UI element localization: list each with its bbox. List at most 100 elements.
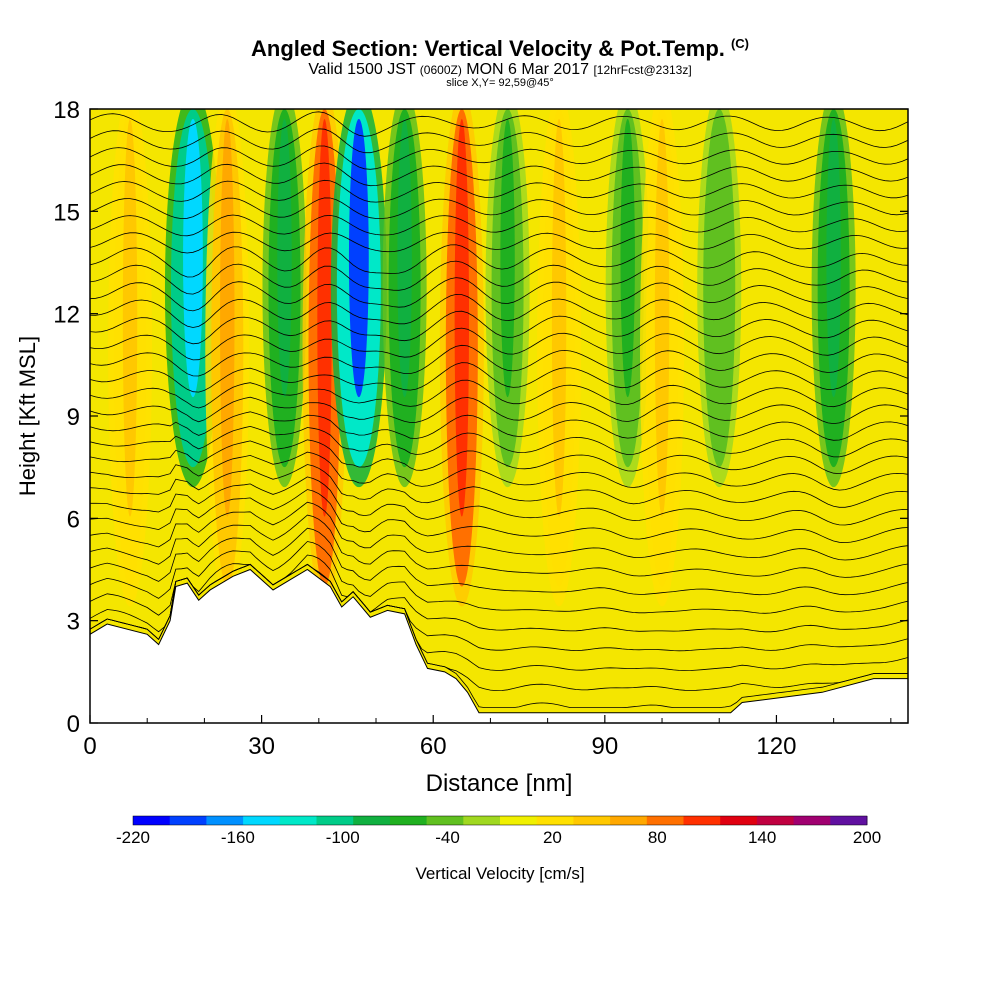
colorbar-tick-label: 80 xyxy=(647,828,667,847)
theta-contour xyxy=(90,344,908,377)
theta-contour xyxy=(90,527,908,596)
colorbar-swatch xyxy=(169,816,207,825)
colorbar-swatch xyxy=(793,816,831,825)
colorbar-tick-label: -100 xyxy=(325,828,360,847)
velocity-band-core xyxy=(620,119,635,398)
velocity-band-core xyxy=(397,119,412,398)
theta-contour xyxy=(90,476,908,526)
colorbar-tick-label: -220 xyxy=(115,828,151,847)
velocity-band-core xyxy=(183,119,203,398)
colorbar-swatch xyxy=(316,816,354,825)
colorbar-tick-label: -160 xyxy=(220,828,255,847)
colorbar xyxy=(132,815,868,826)
theta-contour xyxy=(90,396,908,425)
velocity-band-core xyxy=(348,119,369,398)
colorbar-swatch xyxy=(536,816,574,825)
y-tick-label: 3 xyxy=(67,609,80,636)
theta-contour xyxy=(90,260,908,295)
theta-contour xyxy=(90,111,908,137)
colorbar-swatch xyxy=(353,816,391,825)
theta-contour xyxy=(90,541,908,614)
theta-contours xyxy=(90,111,908,708)
y-tick-label: 18 xyxy=(53,97,80,124)
theta-contour xyxy=(90,145,908,170)
velocity-band-core xyxy=(654,119,670,517)
x-axis-label: Distance [nm] xyxy=(426,770,573,797)
velocity-band-core xyxy=(122,119,138,517)
colorbar-swatch xyxy=(426,816,464,825)
theta-contour xyxy=(90,310,908,345)
theta-contour xyxy=(90,554,908,633)
theta-contour xyxy=(90,501,908,561)
velocity-band-core xyxy=(712,119,727,398)
chart-title: Angled Section: Vertical Velocity & Pot.… xyxy=(251,36,749,61)
colorbar-title: Vertical Velocity [cm/s] xyxy=(415,864,585,883)
terrain xyxy=(89,568,909,724)
theta-contour xyxy=(90,379,908,409)
velocity-band xyxy=(330,109,387,488)
theta-contour xyxy=(90,563,908,652)
velocity-band xyxy=(108,109,153,607)
theta-contour xyxy=(90,293,908,328)
colorbar-swatch xyxy=(500,816,538,825)
velocity-band-core xyxy=(826,119,841,398)
theta-contour xyxy=(90,244,908,278)
theta-contour xyxy=(90,214,908,237)
velocity-band xyxy=(640,109,685,607)
colorbar-swatch xyxy=(243,816,281,825)
theta-contour xyxy=(90,451,908,491)
theta-contour xyxy=(90,128,908,154)
x-tick-label: 60 xyxy=(420,733,447,760)
velocity-band xyxy=(697,109,742,488)
x-tick-label: 30 xyxy=(248,733,275,760)
velocity-band xyxy=(537,109,582,607)
theta-contour xyxy=(90,425,908,458)
velocity-band xyxy=(164,109,221,488)
colorbar-tick-label: 20 xyxy=(542,828,562,847)
colorbar-frame xyxy=(132,815,868,826)
theta-contour xyxy=(90,277,908,312)
theta-contour xyxy=(90,362,908,393)
velocity-band-core xyxy=(220,119,235,517)
velocity-band-core xyxy=(454,119,470,517)
colorbar-swatch xyxy=(279,816,317,825)
colorbar-swatch xyxy=(206,816,244,825)
theta-contour xyxy=(90,162,908,187)
velocity-band-core xyxy=(500,119,515,398)
theta-contour xyxy=(90,464,908,508)
velocity-band xyxy=(811,109,856,488)
theta-contour xyxy=(90,411,908,441)
colorbar-swatch xyxy=(756,816,795,825)
x-tick-label: 90 xyxy=(591,733,618,760)
y-tick-label: 9 xyxy=(67,404,80,431)
y-axis-label: Height [Kft MSL] xyxy=(15,336,40,496)
velocity-band-core xyxy=(317,119,332,517)
colorbar-swatch xyxy=(610,816,648,825)
slice-info: slice X,Y= 92,59@45° xyxy=(446,77,554,89)
velocity-band-core xyxy=(277,119,292,398)
y-tick-label: 12 xyxy=(53,302,80,329)
x-tick-label: 0 xyxy=(83,733,96,760)
y-tick-label: 6 xyxy=(67,506,80,533)
x-tick-label: 120 xyxy=(756,733,796,760)
colorbar-swatch xyxy=(830,816,868,825)
velocity-band xyxy=(485,109,530,488)
colorbar-swatch xyxy=(683,816,721,825)
colorbar-swatch xyxy=(133,816,171,825)
colorbar-tick-label: 200 xyxy=(852,828,882,847)
colorbar-swatch xyxy=(720,816,758,825)
theta-contour xyxy=(90,231,908,254)
theta-contour xyxy=(90,489,908,544)
axes: 0 30 60 90 120 0 3 6 9 12 15 18 xyxy=(53,97,908,760)
theta-contour xyxy=(90,197,908,220)
y-tick-label: 15 xyxy=(53,199,80,226)
velocity-band xyxy=(205,109,250,607)
colorbar-swatch xyxy=(463,816,501,825)
colorbar-swatch xyxy=(646,816,684,825)
theta-contour xyxy=(90,514,908,578)
velocity-band xyxy=(382,109,427,488)
colorbar-swatch xyxy=(389,816,428,825)
theta-contour xyxy=(90,179,908,203)
valid-time: Valid 1500 JST (0600Z) MON 6 Mar 2017 [1… xyxy=(308,61,692,78)
